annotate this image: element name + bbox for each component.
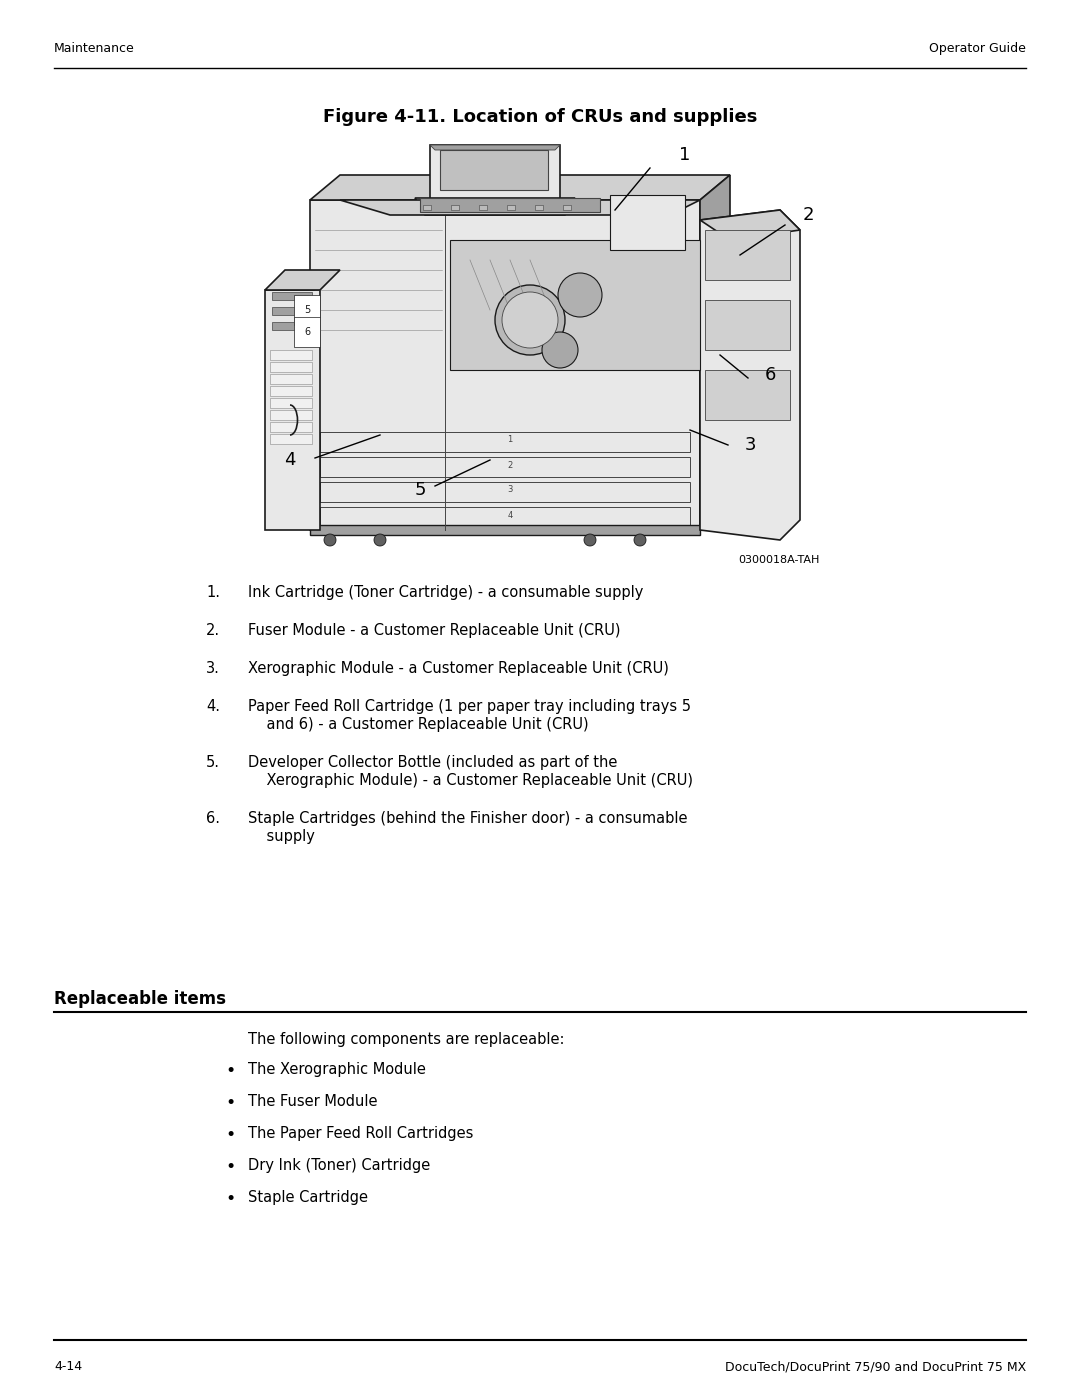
Text: 6.: 6.: [206, 812, 220, 826]
Polygon shape: [430, 145, 561, 198]
Bar: [440, 149, 548, 190]
Text: The Fuser Module: The Fuser Module: [248, 1094, 378, 1109]
Text: 3: 3: [744, 436, 756, 454]
Text: 4.: 4.: [206, 698, 220, 714]
Bar: [270, 409, 312, 420]
Text: Figure 4-11. Location of CRUs and supplies: Figure 4-11. Location of CRUs and suppli…: [323, 108, 757, 126]
Text: supply: supply: [248, 828, 315, 844]
Bar: [705, 231, 789, 279]
Text: 3.: 3.: [206, 661, 220, 676]
Text: 1.: 1.: [206, 585, 220, 599]
Bar: [423, 205, 431, 210]
Bar: [320, 432, 690, 453]
Text: 6: 6: [303, 327, 310, 337]
Text: Fuser Module - a Customer Replaceable Unit (CRU): Fuser Module - a Customer Replaceable Un…: [248, 623, 621, 638]
Circle shape: [584, 534, 596, 546]
Bar: [270, 398, 312, 408]
Text: Xerographic Module) - a Customer Replaceable Unit (CRU): Xerographic Module) - a Customer Replace…: [248, 773, 693, 788]
Bar: [507, 205, 515, 210]
Text: Ink Cartridge (Toner Cartridge) - a consumable supply: Ink Cartridge (Toner Cartridge) - a cons…: [248, 585, 644, 599]
Bar: [320, 457, 690, 476]
Text: 5.: 5.: [206, 754, 220, 770]
Text: •: •: [225, 1190, 235, 1208]
Bar: [270, 434, 312, 444]
Bar: [451, 205, 459, 210]
Polygon shape: [310, 200, 700, 529]
Polygon shape: [340, 200, 700, 215]
Circle shape: [374, 534, 386, 546]
Bar: [272, 307, 312, 314]
Polygon shape: [415, 198, 575, 215]
Bar: [320, 507, 690, 527]
Text: 4: 4: [508, 510, 513, 520]
Text: 5: 5: [415, 481, 426, 499]
Text: •: •: [225, 1158, 235, 1176]
Text: DocuTech/DocuPrint 75/90 and DocuPrint 75 MX: DocuTech/DocuPrint 75/90 and DocuPrint 7…: [725, 1361, 1026, 1373]
Text: •: •: [225, 1062, 235, 1080]
Text: and 6) - a Customer Replaceable Unit (CRU): and 6) - a Customer Replaceable Unit (CR…: [248, 717, 589, 732]
Polygon shape: [430, 145, 561, 149]
Text: 4-14: 4-14: [54, 1361, 82, 1373]
Text: •: •: [225, 1126, 235, 1144]
Text: Replaceable items: Replaceable items: [54, 990, 226, 1009]
Text: 2: 2: [508, 461, 513, 469]
Bar: [450, 240, 700, 370]
Text: The Paper Feed Roll Cartridges: The Paper Feed Roll Cartridges: [248, 1126, 473, 1141]
Text: Paper Feed Roll Cartridge (1 per paper tray including trays 5: Paper Feed Roll Cartridge (1 per paper t…: [248, 698, 691, 714]
Bar: [610, 196, 685, 250]
Bar: [420, 198, 600, 212]
Bar: [705, 300, 789, 351]
Circle shape: [324, 534, 336, 546]
Text: •: •: [225, 1094, 235, 1112]
Text: Operator Guide: Operator Guide: [929, 42, 1026, 54]
Polygon shape: [700, 210, 800, 240]
Bar: [563, 205, 571, 210]
Polygon shape: [265, 291, 320, 529]
Bar: [272, 321, 312, 330]
Circle shape: [542, 332, 578, 367]
Polygon shape: [310, 175, 730, 200]
Text: 2.: 2.: [206, 623, 220, 638]
Bar: [270, 362, 312, 372]
Bar: [270, 374, 312, 384]
Bar: [272, 292, 312, 300]
Text: 4: 4: [284, 451, 296, 469]
Circle shape: [502, 292, 558, 348]
Polygon shape: [700, 175, 730, 529]
Text: Maintenance: Maintenance: [54, 42, 135, 54]
Bar: [480, 205, 487, 210]
Bar: [320, 482, 690, 502]
Polygon shape: [700, 210, 800, 541]
Text: 0300018A-TAH: 0300018A-TAH: [739, 555, 820, 564]
Text: 5: 5: [303, 305, 310, 314]
Text: 1: 1: [508, 436, 513, 444]
Text: 3: 3: [508, 486, 513, 495]
Text: Dry Ink (Toner) Cartridge: Dry Ink (Toner) Cartridge: [248, 1158, 430, 1173]
Text: 6: 6: [765, 366, 775, 384]
Bar: [270, 351, 312, 360]
Circle shape: [558, 272, 602, 317]
Bar: [270, 422, 312, 432]
Text: Staple Cartridges (behind the Finisher door) - a consumable: Staple Cartridges (behind the Finisher d…: [248, 812, 688, 826]
Bar: [535, 205, 543, 210]
Text: 1: 1: [679, 147, 691, 163]
Text: 2: 2: [802, 205, 813, 224]
Text: Developer Collector Bottle (included as part of the: Developer Collector Bottle (included as …: [248, 754, 618, 770]
Polygon shape: [265, 270, 340, 291]
Text: The Xerographic Module: The Xerographic Module: [248, 1062, 426, 1077]
Text: Xerographic Module - a Customer Replaceable Unit (CRU): Xerographic Module - a Customer Replacea…: [248, 661, 669, 676]
Bar: [705, 370, 789, 420]
Text: Staple Cartridge: Staple Cartridge: [248, 1190, 368, 1206]
Text: The following components are replaceable:: The following components are replaceable…: [248, 1032, 565, 1046]
Circle shape: [634, 534, 646, 546]
Circle shape: [495, 285, 565, 355]
Bar: [270, 386, 312, 395]
Bar: [310, 525, 700, 535]
